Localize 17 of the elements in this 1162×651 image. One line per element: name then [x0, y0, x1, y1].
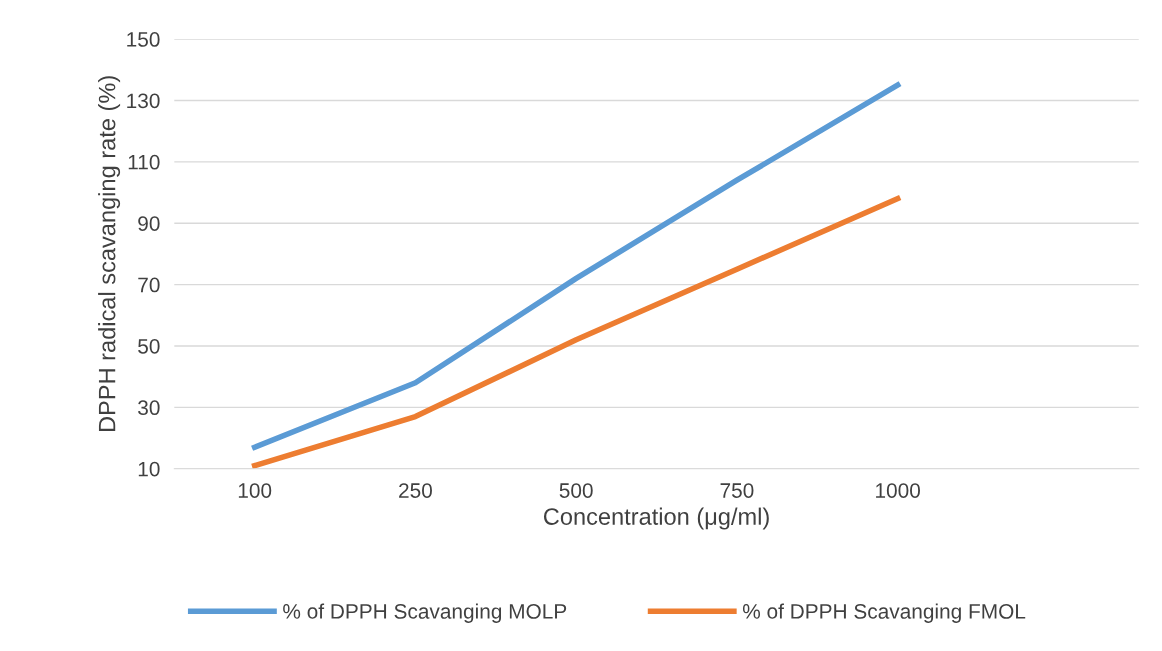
legend-label: % of DPPH Scavanging MOLP	[283, 603, 567, 623]
y-tick-label: 10	[138, 461, 160, 477]
y-tick-label: 110	[128, 154, 160, 170]
y-tick-label: 70	[138, 277, 160, 293]
x-tick-label: 250	[399, 483, 432, 498]
x-axis-title: Concentration (μg/ml)	[543, 507, 769, 530]
y-tick-label: 30	[138, 400, 160, 416]
y-tick-label: 130	[127, 93, 160, 109]
x-tick-label: 750	[720, 483, 754, 498]
x-tick-label: 100	[238, 483, 272, 498]
x-tick-label: 500	[559, 483, 593, 498]
x-tick-label: 1000	[876, 483, 921, 498]
y-tick-label: 150	[127, 32, 160, 47]
y-axis-title: DPPH radical scavanging rate (%)	[98, 76, 121, 432]
y-tick-label: 50	[138, 338, 160, 354]
y-tick-label: 90	[138, 216, 160, 231]
legend-label: % of DPPH Scavanging FMOL	[742, 603, 1026, 623]
